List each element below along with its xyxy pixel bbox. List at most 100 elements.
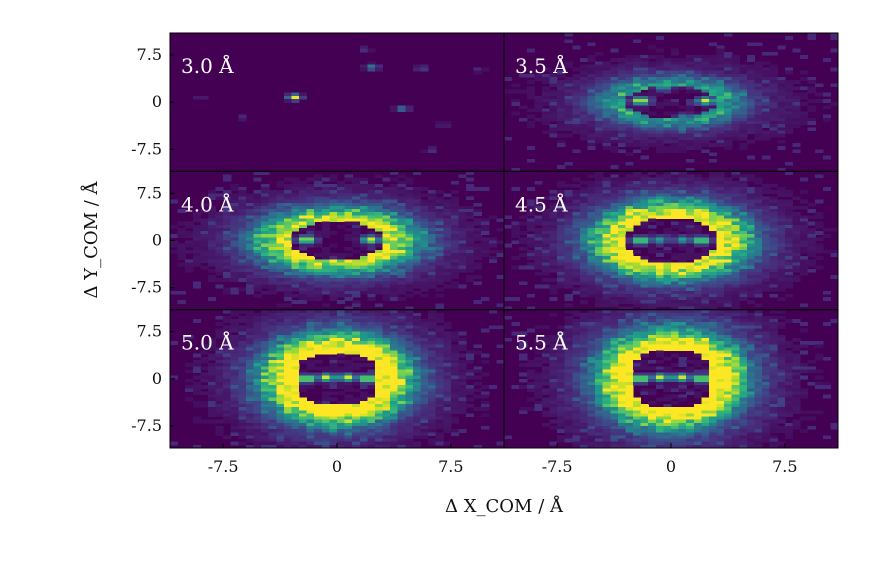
heatmap-cell <box>663 89 672 94</box>
heatmap-cell <box>473 212 482 216</box>
heatmap-cell <box>261 350 270 355</box>
heatmap-cell <box>564 80 573 84</box>
heatmap-cell <box>784 262 794 267</box>
heatmap-cell <box>754 102 763 106</box>
heatmap-cell <box>800 86 809 91</box>
heatmap-cell <box>245 246 255 251</box>
heatmap-cell <box>640 259 649 264</box>
heatmap-cell <box>314 259 323 264</box>
heatmap-cell <box>716 121 725 125</box>
heatmap-cell <box>314 441 323 446</box>
heatmap-cell <box>633 130 642 135</box>
heatmap-cell <box>268 290 277 295</box>
heatmap-cell <box>238 268 247 273</box>
heatmap-cell <box>245 425 255 430</box>
heatmap-cell <box>428 209 437 213</box>
heatmap-cell <box>716 77 725 81</box>
heatmap-cell <box>671 281 680 286</box>
heatmap-cell <box>261 262 270 267</box>
heatmap-cell <box>595 199 604 204</box>
heatmap-cell <box>716 231 725 235</box>
heatmap-cell <box>374 240 384 245</box>
heatmap-cell <box>777 215 786 220</box>
heatmap-cell <box>207 237 217 242</box>
heatmap-cell <box>648 202 657 207</box>
heatmap-cell <box>230 353 239 358</box>
heatmap-cell <box>686 80 695 84</box>
heatmap-cell <box>223 419 232 424</box>
heatmap-cell <box>230 432 239 437</box>
heatmap-cell <box>420 432 429 437</box>
heatmap-cell <box>587 234 596 238</box>
heatmap-cell <box>321 413 331 418</box>
heatmap-cell <box>557 133 566 138</box>
heatmap-cell <box>686 215 695 220</box>
heatmap-cell <box>473 243 482 248</box>
heatmap-cell <box>374 190 384 194</box>
heatmap-cell <box>321 322 331 326</box>
heatmap-cell <box>762 243 771 248</box>
heatmap-cell <box>299 410 308 415</box>
heatmap-cell <box>382 441 391 446</box>
heatmap-cell <box>245 372 255 377</box>
heatmap-cell <box>185 268 194 273</box>
heatmap-cell <box>587 249 596 254</box>
heatmap-cell <box>207 341 217 345</box>
heatmap-cell <box>215 369 224 374</box>
heatmap-cell <box>549 265 558 270</box>
heatmap-cell <box>359 48 368 53</box>
heatmap-cell <box>572 177 581 182</box>
heatmap-cell <box>405 319 414 323</box>
heatmap-cell <box>382 359 391 364</box>
heatmap-cell <box>625 227 634 232</box>
heatmap-cell <box>754 224 763 229</box>
heatmap-cell <box>678 237 687 242</box>
heatmap-cell <box>276 278 285 282</box>
heatmap-cell <box>716 218 725 223</box>
heatmap-cell <box>435 416 444 421</box>
heatmap-cell <box>215 353 224 358</box>
heatmap-cell <box>223 224 232 229</box>
heatmap-cell <box>261 312 270 317</box>
heatmap-cell <box>587 55 596 59</box>
heatmap-cell <box>306 363 315 367</box>
heatmap-cell <box>602 139 611 144</box>
heatmap-cell <box>428 334 437 339</box>
heatmap-cell <box>708 183 718 188</box>
heatmap-cell <box>276 353 285 358</box>
heatmap-cell <box>245 419 255 424</box>
heatmap-cell <box>268 227 277 232</box>
heatmap-cell <box>746 259 756 264</box>
heatmap-cell <box>428 407 437 411</box>
heatmap-cell <box>754 215 763 220</box>
heatmap-cell <box>314 268 323 273</box>
heatmap-cell <box>397 347 406 352</box>
heatmap-cell <box>352 309 361 314</box>
heatmap-cell <box>739 117 748 122</box>
heatmap-cell <box>230 350 239 355</box>
heatmap-cell <box>708 231 718 235</box>
heatmap-cell <box>374 287 384 292</box>
heatmap-cell <box>230 221 239 226</box>
heatmap-cell <box>367 337 376 342</box>
heatmap-cell <box>678 209 687 213</box>
heatmap-cell <box>382 196 391 201</box>
heatmap-cell <box>800 77 809 81</box>
heatmap-cell <box>223 221 232 226</box>
heatmap-cell <box>405 385 414 389</box>
heatmap-cell <box>671 300 680 304</box>
heatmap-cell <box>359 385 368 389</box>
heatmap-cell <box>374 331 384 336</box>
heatmap-cell <box>663 281 672 286</box>
heatmap-cell <box>754 265 763 270</box>
heatmap-cell <box>541 284 551 289</box>
heatmap-cell <box>655 262 665 267</box>
heatmap-cell <box>701 139 710 144</box>
heatmap-cell <box>716 61 725 66</box>
heatmap-cell <box>511 187 520 191</box>
heatmap-cell <box>754 108 763 113</box>
heatmap-cell <box>792 265 801 270</box>
heatmap-cell <box>549 77 558 81</box>
heatmap-cell <box>762 253 771 257</box>
heatmap-cell <box>337 265 346 270</box>
